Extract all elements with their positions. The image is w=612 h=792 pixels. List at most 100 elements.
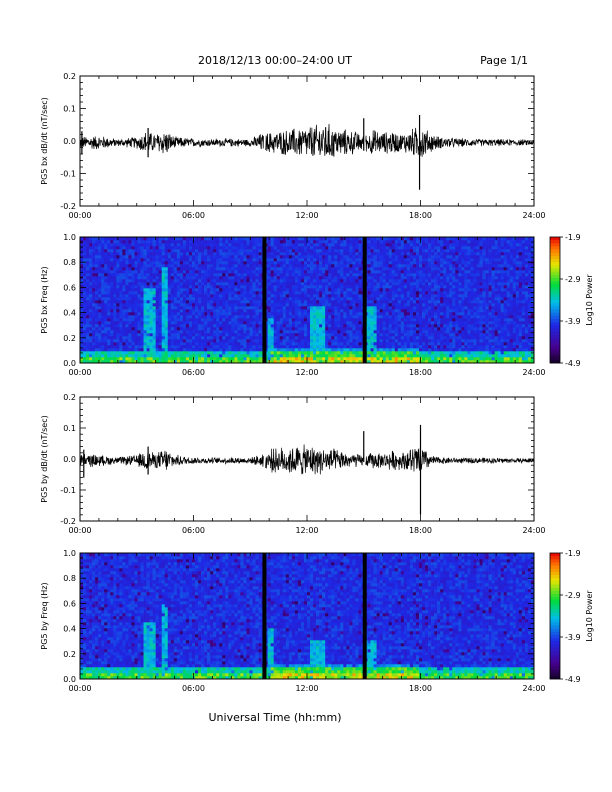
spectrogram-cell	[195, 309, 199, 313]
spectrogram-cell	[400, 330, 405, 334]
spectrogram-cell	[337, 312, 341, 316]
spectrogram-cell	[231, 360, 235, 364]
spectrogram-cell	[89, 321, 93, 325]
spectrogram-cell	[319, 276, 323, 280]
spectrogram-cell	[370, 291, 374, 295]
spectrogram-cell	[403, 333, 408, 337]
spectrogram-cell	[288, 312, 293, 316]
spectrogram-cell	[195, 315, 199, 319]
spectrogram-cell	[328, 249, 332, 253]
spectrogram-cell	[313, 294, 317, 298]
spectrogram-cell	[379, 351, 383, 355]
spectrogram-cell	[246, 264, 250, 268]
spectrogram-cell	[279, 291, 284, 295]
spectrogram-cell	[170, 294, 175, 298]
spectrogram-cell	[222, 321, 226, 325]
spectrogram-cell	[291, 273, 296, 277]
spectrogram-cell	[391, 270, 396, 274]
spectrogram-cell	[231, 288, 235, 292]
spectrogram-cell	[415, 342, 420, 346]
spectrogram-cell	[222, 318, 226, 322]
spectrogram-cell	[213, 306, 217, 310]
spectrogram-cell	[425, 333, 429, 337]
spectrogram-cell	[98, 315, 102, 319]
spectrogram-cell	[89, 249, 93, 253]
spectrogram-cell	[322, 345, 326, 349]
spectrogram-cell	[198, 327, 202, 331]
spectrogram-cell	[83, 267, 87, 271]
spectrogram-cell	[273, 321, 278, 325]
spectrogram-cell	[231, 303, 235, 307]
spectrogram-cell	[86, 288, 90, 292]
spectrogram-cell	[158, 342, 163, 346]
spectrogram-cell	[198, 252, 202, 256]
spectrogram-cell	[270, 294, 275, 298]
spectrogram-cell	[161, 336, 166, 340]
spectrogram-cell	[340, 360, 344, 364]
spectrogram-cell	[107, 264, 111, 268]
spectrogram-cell	[191, 321, 196, 325]
spectrogram-cell	[349, 294, 353, 298]
spectrogram-cell	[385, 351, 390, 355]
spectrogram-cell	[285, 240, 290, 244]
spectrogram-cell	[182, 315, 187, 319]
spectrogram-cell	[225, 315, 229, 319]
spectrogram-cell	[322, 243, 326, 247]
spectrogram-cell	[146, 243, 150, 247]
spectrogram-cell	[340, 324, 344, 328]
spectrogram-cell	[358, 306, 362, 310]
spectrogram-cell	[83, 246, 87, 250]
spectrogram-cell	[198, 258, 202, 262]
spectrogram-cell	[152, 315, 156, 319]
spectrogram-cell	[400, 267, 405, 271]
spectrogram-cell	[258, 279, 262, 283]
spectrogram-cell	[415, 270, 420, 274]
spectrogram-cell	[425, 300, 429, 304]
spectrogram-cell	[198, 279, 202, 283]
spectrogram-cell	[394, 333, 399, 337]
spectrogram-cell	[110, 321, 114, 325]
spectrogram-cell	[110, 357, 114, 361]
spectrogram-cell	[367, 273, 371, 277]
spectrogram-cell	[185, 354, 190, 358]
page-number: Page 1/1	[480, 54, 528, 67]
spectrogram-cell	[325, 312, 329, 316]
spectrogram-cell	[134, 261, 138, 265]
spectrogram-cell	[173, 240, 178, 244]
spectrogram-cell	[288, 336, 293, 340]
spectrogram-cell	[334, 336, 338, 340]
spectrogram-cell	[252, 327, 256, 331]
spectrogram-cell	[397, 306, 402, 310]
spectrogram-cell	[282, 237, 287, 241]
spectrogram-cell	[294, 309, 299, 313]
spectrogram-cell	[195, 339, 199, 343]
spectrogram-cell	[234, 354, 238, 358]
spectrogram-cell	[188, 243, 193, 247]
spectrogram-cell	[125, 264, 129, 268]
spectrogram-cell	[216, 240, 220, 244]
spectrogram-cell	[207, 306, 211, 310]
spectrogram-cell	[319, 297, 323, 301]
spectrogram-cell	[337, 276, 341, 280]
bx-dbdt-panel: 00:00 06:00 12:00 18:00 24:00-0.2-0.10.00.10…	[40, 72, 546, 220]
spectrogram-cell	[300, 291, 305, 295]
spectrogram-cell	[170, 282, 175, 286]
spectrogram-cell	[243, 258, 247, 262]
spectrogram-cell	[322, 246, 326, 250]
spectrogram-cell	[83, 270, 87, 274]
spectrogram-cell	[201, 252, 205, 256]
spectrogram-cell	[246, 276, 250, 280]
spectrogram-cell	[270, 255, 275, 259]
spectrogram-cell	[352, 348, 356, 352]
spectrogram-cell	[210, 309, 214, 313]
spectrogram-cell	[337, 321, 341, 325]
spectrogram-cell	[231, 279, 235, 283]
spectrogram-cell	[385, 255, 390, 259]
spectrogram-cell	[258, 342, 262, 346]
spectrogram-cell	[198, 300, 202, 304]
spectrogram-cell	[216, 285, 220, 289]
spectrogram-cell	[216, 291, 220, 295]
spectrogram-cell	[149, 258, 153, 262]
spectrogram-cell	[101, 342, 105, 346]
spectrogram-cell	[131, 276, 135, 280]
